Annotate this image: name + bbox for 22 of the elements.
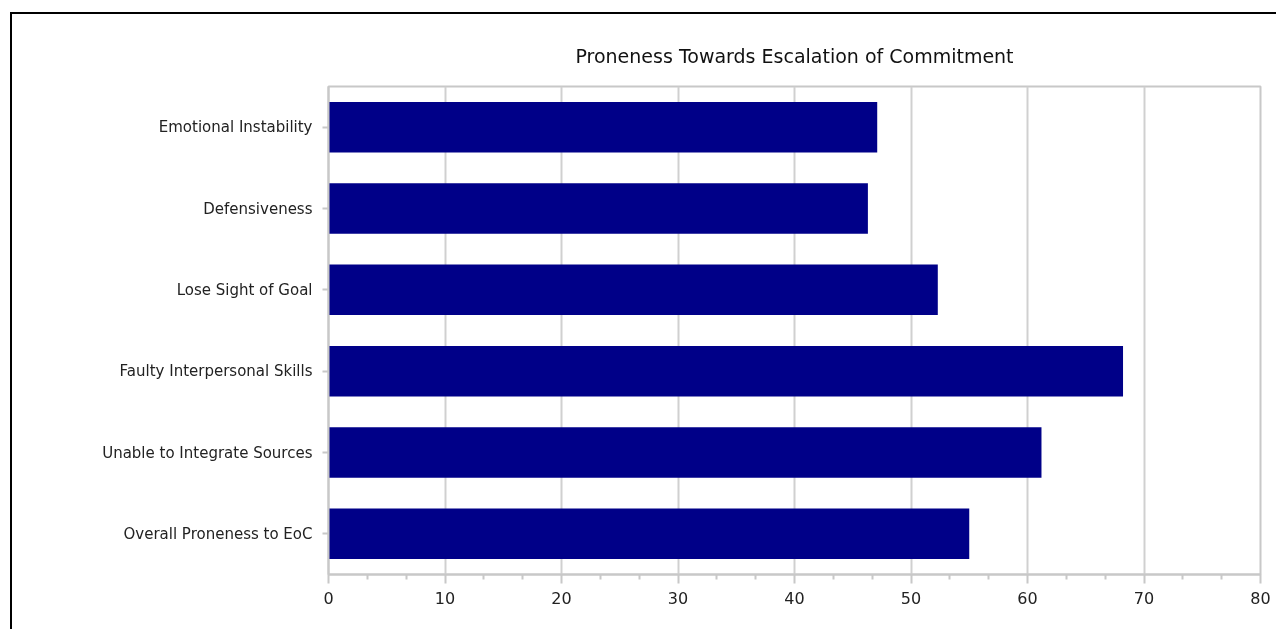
y-tick-label: Lose Sight of Goal [176,280,313,299]
x-tick-label: 60 [1017,588,1038,608]
y-tick-label: Defensiveness [203,199,313,218]
chart-title: Proneness Towards Escalation of Commitment [575,44,1014,67]
x-tick-label: 50 [900,588,922,608]
x-tick-label: 40 [784,588,805,608]
x-tick-label: 10 [434,588,456,608]
x-tick-label: 80 [1250,588,1271,608]
bar [328,264,938,316]
x-tick-label: 0 [323,588,334,608]
x-tick-label: 20 [551,588,572,608]
x-tick-label: 70 [1133,588,1155,608]
y-tick-label: Overall Proneness to EoC [123,524,313,543]
x-tick-label: 30 [667,588,689,608]
bar [328,183,868,234]
bar [328,427,1042,478]
y-tick-label: Emotional Instability [158,118,313,137]
y-tick-label: Unable to Integrate Sources [102,443,313,462]
bar [328,508,970,560]
bar [328,101,878,153]
y-tick-label: Faulty Interpersonal Skills [119,362,313,381]
bar [328,345,1124,397]
